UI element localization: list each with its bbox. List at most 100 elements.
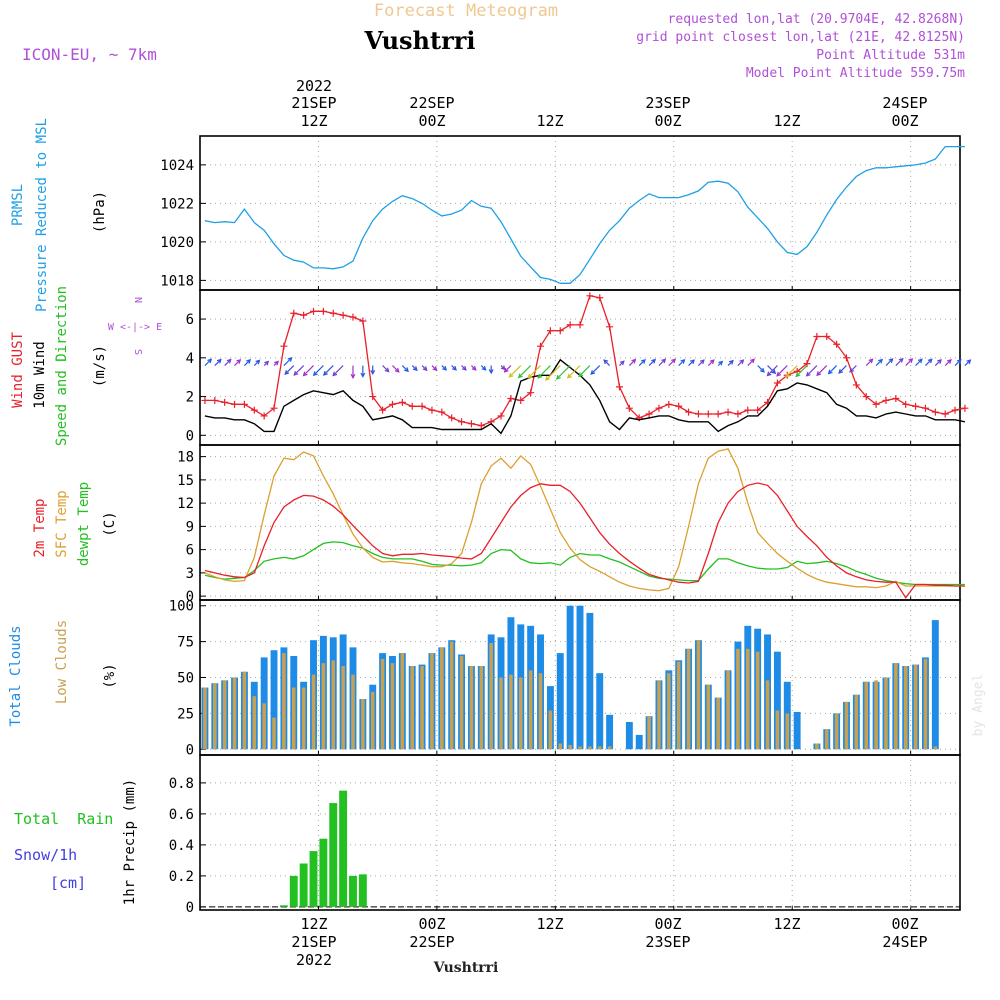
low-cloud-bar bbox=[933, 746, 938, 750]
low-cloud-bar bbox=[706, 684, 711, 750]
wind-arrow bbox=[283, 357, 293, 366]
wind-arrow bbox=[767, 365, 778, 376]
snow-label: Snow/1h bbox=[14, 846, 77, 864]
low-cloud-bar bbox=[242, 671, 247, 750]
top-date-4: 23SEP bbox=[645, 94, 690, 112]
total-cloud-bar bbox=[270, 650, 278, 750]
low-cloud-bar bbox=[785, 713, 790, 750]
gust-marker bbox=[359, 317, 367, 325]
gust-marker bbox=[625, 404, 633, 412]
wind-arrow-head bbox=[888, 358, 894, 363]
temp-unit: (C) bbox=[102, 511, 118, 536]
wind-arrow bbox=[382, 365, 390, 373]
gust-marker bbox=[773, 379, 781, 387]
pressure-msl-label: Pressure Reduced to MSL bbox=[34, 118, 50, 312]
gust-marker bbox=[833, 340, 841, 348]
total-cloud-bar bbox=[931, 620, 939, 750]
wind-ytick-label: 6 bbox=[186, 312, 194, 328]
wind-arrow bbox=[628, 359, 636, 366]
gust-marker bbox=[862, 393, 870, 401]
low-cloud-bar bbox=[667, 673, 671, 750]
low-cloud-bar bbox=[282, 653, 286, 750]
total-cloud-bar bbox=[635, 734, 643, 750]
pressure-labels: PRMSL Pressure Reduced to MSL (hPa) bbox=[10, 118, 108, 312]
low-cloud-bar bbox=[361, 699, 365, 750]
low-cloud-bar bbox=[430, 653, 434, 750]
bottom-date-1: 21SEP bbox=[291, 933, 336, 951]
gust-marker bbox=[240, 400, 248, 408]
wind-unit: (m/s) bbox=[92, 345, 108, 387]
pressure-ytick-label: 1024 bbox=[160, 158, 194, 174]
gust-marker bbox=[734, 410, 742, 418]
low-cloud-bar bbox=[499, 677, 503, 750]
low-cloud-bar bbox=[765, 680, 770, 750]
rain-bar bbox=[309, 851, 318, 907]
compass-north: N bbox=[132, 297, 143, 303]
low-cloud-bar bbox=[903, 666, 908, 750]
wind-arrow-head bbox=[293, 370, 299, 376]
wind-arrow-head bbox=[422, 366, 428, 372]
low-cloud-bar bbox=[884, 677, 888, 750]
gust-marker bbox=[872, 400, 880, 408]
gust-marker bbox=[941, 410, 949, 418]
wind-arrow bbox=[537, 365, 551, 379]
wind-arrow bbox=[303, 365, 314, 376]
clouds-ytick-label: 25 bbox=[177, 706, 194, 722]
low-cloud-bar bbox=[874, 680, 878, 750]
total-cloud-bar bbox=[576, 605, 584, 750]
low-cloud-bar bbox=[578, 746, 582, 750]
wind-arrow-head bbox=[718, 360, 724, 366]
model-label: ICON-EU, ~ 7km bbox=[22, 45, 157, 64]
gust-marker bbox=[842, 354, 850, 362]
wind-arrow-head bbox=[566, 373, 572, 379]
wind-arrow bbox=[556, 365, 571, 380]
wind-arrow-head bbox=[776, 371, 782, 377]
gust-marker bbox=[912, 402, 920, 410]
gust-marker bbox=[744, 406, 752, 414]
wind-arrow bbox=[885, 358, 893, 366]
precipitation-ytick-label: 0.4 bbox=[169, 838, 194, 854]
gust-marker bbox=[349, 313, 357, 321]
bottom-hour-6: 00Z bbox=[891, 915, 918, 933]
wind-arrow-head bbox=[578, 372, 584, 378]
precipitation-ytick-label: 0.6 bbox=[169, 807, 194, 823]
wind-arrow-head bbox=[849, 367, 855, 373]
temperature-ytick-label: 12 bbox=[177, 496, 194, 512]
gust-marker bbox=[892, 395, 900, 402]
low-cloud-bar bbox=[726, 670, 730, 750]
wind-ytick-label: 4 bbox=[186, 351, 194, 367]
wind-arrow bbox=[214, 359, 222, 366]
low-cloud-bar bbox=[341, 666, 345, 750]
total-cloud-bar bbox=[625, 721, 633, 750]
wind-arrow-head bbox=[709, 359, 715, 365]
cloud-unit: (%) bbox=[102, 663, 118, 688]
wind-arrow-head bbox=[759, 367, 765, 373]
low-cloud-bar bbox=[548, 710, 553, 750]
wind-arrow bbox=[785, 365, 798, 378]
wind-arrow bbox=[747, 358, 755, 366]
rain-bar bbox=[358, 874, 367, 907]
low-cloud-bar bbox=[301, 687, 306, 750]
wind-arrow bbox=[392, 365, 400, 373]
wind-arrow-head bbox=[603, 359, 609, 365]
temperature-ytick-label: 9 bbox=[186, 519, 194, 535]
wind-arrow-head bbox=[488, 369, 494, 375]
gust-marker bbox=[596, 294, 604, 302]
gust-marker bbox=[606, 323, 614, 331]
low-cloud-bar bbox=[894, 663, 898, 750]
wind-arrow-head bbox=[640, 358, 646, 364]
wind-arrow-head bbox=[690, 359, 695, 365]
wind-arrow bbox=[707, 359, 715, 366]
total-rain-label: Total Rain bbox=[14, 810, 113, 828]
wind-arrow-head bbox=[255, 359, 261, 365]
precipitation-ytick-label: 0.2 bbox=[169, 869, 194, 885]
low-cloud-bar bbox=[746, 648, 750, 750]
gust-marker bbox=[882, 396, 890, 404]
gust-marker bbox=[961, 404, 969, 412]
gust-marker bbox=[685, 408, 693, 416]
wind-arrow-head bbox=[412, 366, 418, 372]
wind-arrow bbox=[332, 365, 344, 376]
t2m-label: 2m Temp bbox=[32, 498, 48, 557]
wind-arrow-head bbox=[216, 358, 222, 364]
wind-arrow-head bbox=[555, 374, 561, 380]
